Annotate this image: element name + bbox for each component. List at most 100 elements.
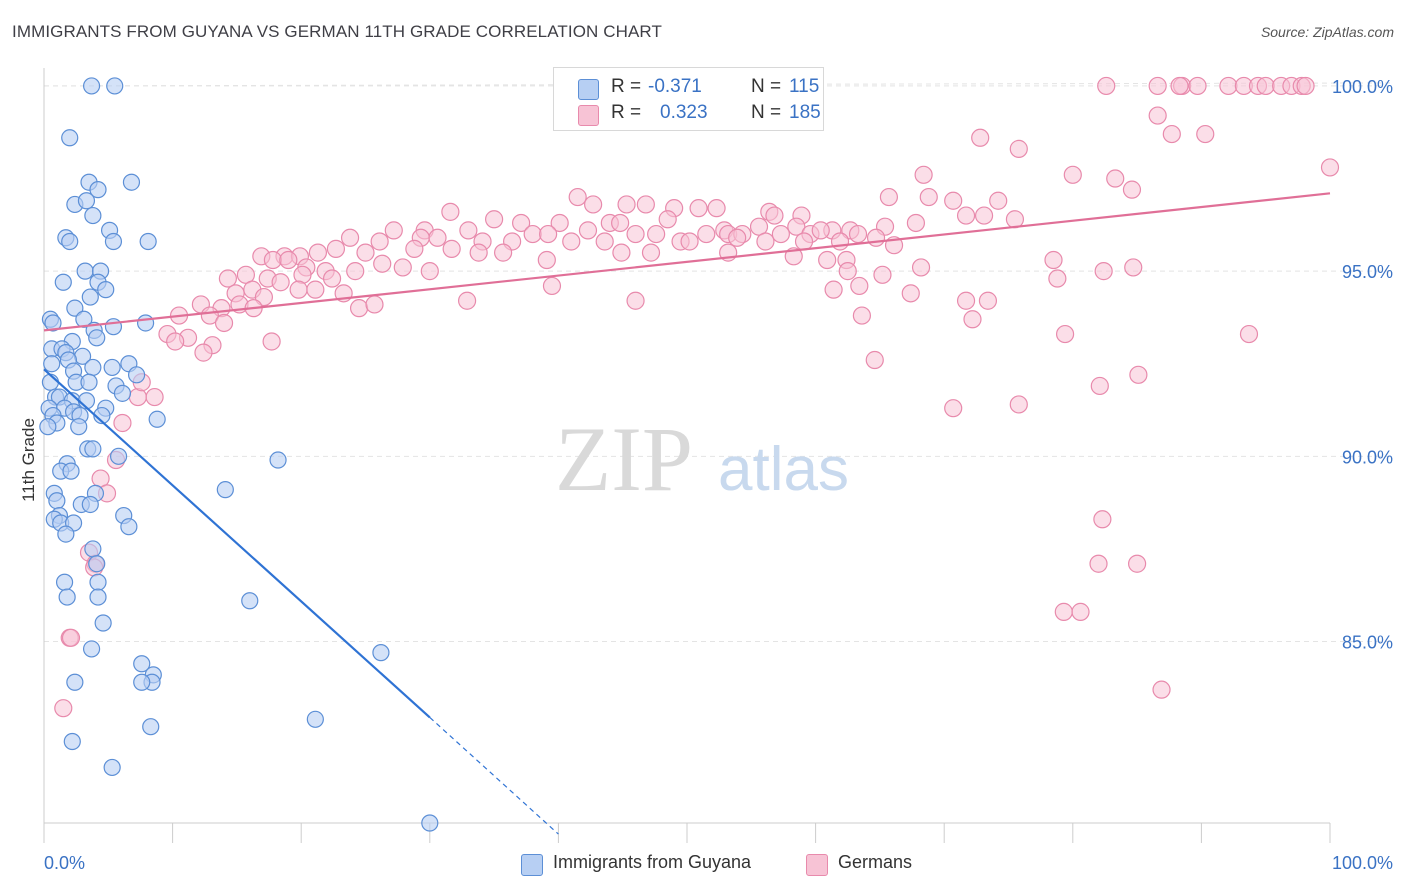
chart-title: IMMIGRANTS FROM GUYANA VS GERMAN 11TH GR… xyxy=(12,22,662,41)
germans-point xyxy=(562,232,581,251)
guyana-point xyxy=(136,314,155,332)
guyana-point xyxy=(142,718,160,736)
germans-point xyxy=(787,217,806,236)
guyana-point xyxy=(77,192,96,210)
watermark: ZIP atlas xyxy=(555,408,849,510)
germans-point xyxy=(680,232,699,251)
guyana-point xyxy=(58,588,76,606)
germans-point xyxy=(865,350,884,370)
germans-point xyxy=(61,628,81,647)
guyana-point xyxy=(82,77,101,95)
guyana-point xyxy=(57,525,75,543)
guyana-point xyxy=(133,673,151,691)
legend-r-value: -0.371 xyxy=(648,76,702,97)
guyana-point xyxy=(41,373,60,391)
germans-point xyxy=(279,250,298,270)
germans-point xyxy=(636,195,655,214)
germans-point xyxy=(850,276,869,296)
germans-point xyxy=(262,332,281,351)
germans-point xyxy=(848,224,868,244)
guyana-point xyxy=(66,673,84,691)
germans-point xyxy=(1094,262,1113,281)
germans-point xyxy=(611,213,630,233)
germans-point xyxy=(1219,76,1238,96)
guyana-point xyxy=(61,129,79,147)
germans-point xyxy=(641,243,661,262)
y-axis-label: 11th Grade xyxy=(19,418,38,502)
germans-point xyxy=(647,224,666,244)
germans-point xyxy=(707,199,726,218)
guyana-point xyxy=(241,592,259,610)
legend-label-guyana: Immigrants from Guyana xyxy=(553,852,752,872)
germans-point xyxy=(879,187,899,207)
germans-point xyxy=(1188,76,1207,96)
germans-point xyxy=(457,291,477,310)
germans-point xyxy=(1124,258,1143,277)
guyana-point xyxy=(94,614,112,632)
germans-point xyxy=(469,243,488,262)
germans-point xyxy=(956,206,976,225)
guyana-point xyxy=(269,451,287,469)
guyana-point xyxy=(61,232,79,251)
germans-point xyxy=(346,262,365,281)
guyana-point xyxy=(89,181,107,199)
y-tick-label: 95.0% xyxy=(1342,262,1393,282)
germans-point xyxy=(771,224,790,244)
germans-point xyxy=(901,284,920,303)
legend-r-label: R = xyxy=(611,102,642,123)
germans-point xyxy=(1170,76,1189,96)
germans-point xyxy=(194,343,213,362)
guyana-point xyxy=(76,262,94,280)
germans-point xyxy=(728,228,747,247)
germans-point xyxy=(944,191,963,210)
germans-point xyxy=(442,239,461,258)
germans-point xyxy=(971,128,990,147)
germans-point xyxy=(978,291,998,310)
guyana-point xyxy=(62,462,80,480)
guyana-point xyxy=(84,206,102,225)
correlation-legend: R = -0.371 N = 115 R = 0.323 N = 185 xyxy=(553,67,824,131)
germans-point xyxy=(1129,365,1148,384)
germans-point xyxy=(218,269,237,288)
guyana-point xyxy=(106,77,124,95)
guyana-point xyxy=(44,314,62,332)
germans-point xyxy=(1239,324,1259,344)
guyana-point xyxy=(63,732,81,751)
trend-lines xyxy=(43,192,1331,835)
legend-n-value: 115 xyxy=(789,76,820,97)
x-tick-label: 100.0% xyxy=(1332,853,1393,873)
germans-point xyxy=(485,210,504,229)
legend-r-label: R = xyxy=(611,76,642,97)
guyana-trend-line xyxy=(43,368,431,719)
germans-point xyxy=(1196,124,1215,144)
germans-point xyxy=(459,221,478,240)
guyana-point xyxy=(104,232,123,251)
germans-point xyxy=(989,191,1008,210)
legend-swatch-germans xyxy=(806,854,828,876)
legend-swatch-guyana xyxy=(578,79,599,100)
guyana-point xyxy=(127,366,146,384)
germans-point xyxy=(1256,76,1275,96)
guyana-point xyxy=(84,358,102,377)
germans-point xyxy=(1044,250,1063,270)
germans-point xyxy=(578,221,598,240)
germans-point xyxy=(1097,76,1116,96)
germans-point xyxy=(384,221,403,240)
germans-point xyxy=(697,224,716,244)
guyana-point xyxy=(216,481,234,499)
germans-point xyxy=(818,250,837,270)
germans-point xyxy=(405,239,424,258)
legend-n-label: N = xyxy=(751,102,782,123)
guyana-point xyxy=(89,573,107,591)
legend-label-germans: Germans xyxy=(838,852,913,872)
watermark-atlas: atlas xyxy=(718,435,849,504)
germans-point xyxy=(956,291,976,310)
germans-trend-line xyxy=(43,192,1331,332)
y-tick-label: 90.0% xyxy=(1342,447,1393,467)
germans-point xyxy=(128,387,147,407)
germans-point xyxy=(1106,169,1125,188)
germans-point xyxy=(1148,76,1167,96)
grid-lines xyxy=(43,82,1393,643)
guyana-point xyxy=(55,573,74,591)
